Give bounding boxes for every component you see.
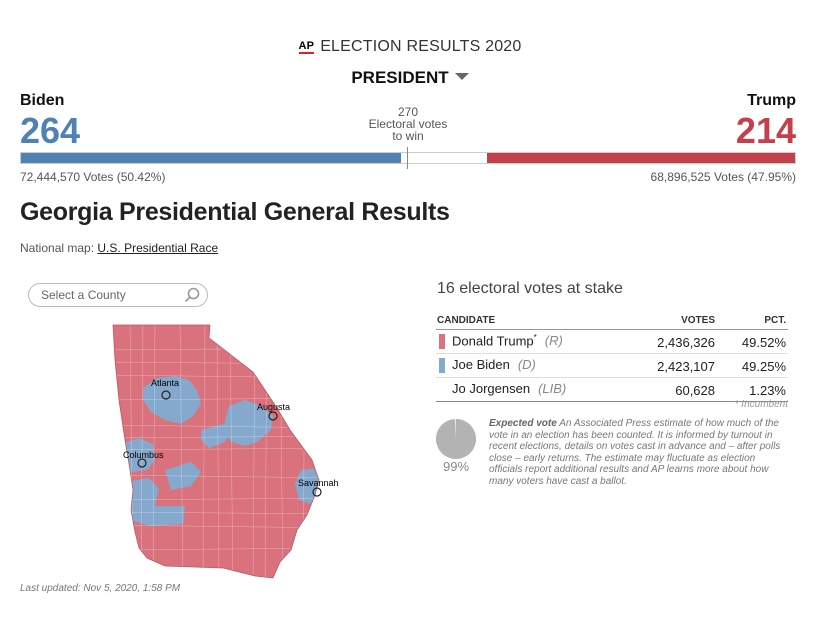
map-dem-atlanta xyxy=(143,376,201,424)
col-votes: VOTES xyxy=(681,315,715,326)
header-title: ELECTION RESULTS 2020 xyxy=(320,38,522,55)
candidate-name: Jo Jorgensen xyxy=(452,381,531,396)
candidate-color-swatch xyxy=(439,358,445,373)
city-label-savannah: Savannah xyxy=(298,478,339,488)
electoral-bar-rep xyxy=(487,153,795,163)
table-row: Joe Biden (D) 2,423,107 49.25% xyxy=(436,354,788,378)
right-popular-votes: 68,896,525 Votes (47.95%) xyxy=(650,170,796,184)
expected-vote-pie xyxy=(436,419,477,459)
left-electoral-votes: 264 xyxy=(20,110,81,151)
candidate-votes: 2,436,326 xyxy=(657,335,715,350)
search-icon[interactable] xyxy=(184,287,200,303)
chevron-down-icon xyxy=(454,73,469,80)
left-popular-votes: 72,444,570 Votes (50.42%) xyxy=(20,170,166,184)
candidate-pct: 49.52% xyxy=(741,335,786,350)
pie-counted-slice xyxy=(436,419,477,459)
candidate-color-swatch xyxy=(439,334,445,349)
city-marker xyxy=(137,458,147,468)
city-label-atlanta: Atlanta xyxy=(151,378,179,388)
right-candidate-name: Trump xyxy=(747,92,796,109)
to-win-number: 270 xyxy=(397,105,419,119)
race-selector-label: PRESIDENT xyxy=(351,68,449,87)
national-map-link[interactable]: U.S. Presidential Race xyxy=(97,241,219,255)
candidate-pct: 49.25% xyxy=(741,359,786,374)
page-title: Georgia Presidential General Results xyxy=(20,198,450,226)
race-selector[interactable]: PRESIDENT xyxy=(0,68,820,88)
candidate-party: (D) xyxy=(517,357,536,372)
city-marker xyxy=(268,411,278,421)
incumbent-marker: * xyxy=(533,333,537,342)
county-search[interactable] xyxy=(28,283,208,307)
right-electoral-votes: 214 xyxy=(735,110,796,151)
table-header: CANDIDATE VOTES PCT. xyxy=(436,315,788,330)
table-row: Jo Jorgensen (LIB) 60,628 1.23% xyxy=(436,378,788,402)
ap-logo: AP xyxy=(298,40,315,54)
candidate-party: (LIB) xyxy=(538,381,567,396)
city-marker xyxy=(312,487,322,497)
incumbent-note: * Incumbent xyxy=(734,399,788,410)
county-search-input[interactable] xyxy=(39,287,183,303)
city-augusta: Augusta xyxy=(257,402,290,421)
city-label-columbus: Columbus xyxy=(123,450,164,460)
map-dem-southwest xyxy=(123,478,185,526)
to-win-line1: Electoral votes xyxy=(368,117,448,131)
threshold-marker xyxy=(407,147,408,169)
results-table: CANDIDATE VOTES PCT. Donald Trump* (R) 2,… xyxy=(436,315,788,402)
expected-vote-percent: 99% xyxy=(442,459,470,474)
candidate-votes: 60,628 xyxy=(675,383,715,398)
map-dem-central xyxy=(201,424,231,448)
georgia-county-map[interactable]: Atlanta Augusta Columbus Savannah xyxy=(105,320,345,588)
county-borders xyxy=(113,325,319,578)
city-columbus: Columbus xyxy=(123,450,164,468)
col-candidate: CANDIDATE xyxy=(437,315,496,326)
electoral-bar-dem xyxy=(21,153,401,163)
electoral-votes-at-stake: 16 electoral votes at stake xyxy=(437,280,623,297)
last-updated: Last updated: Nov 5, 2020, 1:58 PM xyxy=(20,583,181,594)
expected-vote-text: An Associated Press estimate of how much… xyxy=(489,418,781,487)
expected-vote-description: Expected vote An Associated Press estima… xyxy=(489,418,789,487)
col-pct: PCT. xyxy=(764,315,786,326)
city-label-augusta: Augusta xyxy=(257,402,290,412)
candidate-name-cell: Donald Trump* (R) xyxy=(452,333,563,348)
candidate-pct: 1.23% xyxy=(749,383,786,398)
state-outline xyxy=(112,324,320,579)
candidate-name: Joe Biden xyxy=(452,357,510,372)
electoral-bar xyxy=(20,147,796,169)
candidate-name: Donald Trump xyxy=(452,333,534,349)
to-win-label: 270 Electoral votes to win xyxy=(360,106,456,142)
to-win-line2: to win xyxy=(392,129,424,143)
candidate-votes: 2,423,107 xyxy=(657,359,715,374)
city-marker xyxy=(161,390,171,400)
national-map-label: National map: xyxy=(20,241,95,255)
results-header: AP ELECTION RESULTS 2020 xyxy=(0,38,820,56)
map-dem-albany xyxy=(165,462,201,490)
map-counties xyxy=(113,325,319,578)
national-map-line: National map: U.S. Presidential Race xyxy=(20,241,218,255)
expected-vote-heading: Expected vote xyxy=(489,418,557,429)
candidate-party: (R) xyxy=(544,333,563,349)
candidate-name-cell: Joe Biden (D) xyxy=(452,357,536,372)
left-candidate-name: Biden xyxy=(20,92,65,109)
table-row: Donald Trump* (R) 2,436,326 49.52% xyxy=(436,330,788,354)
city-savannah: Savannah xyxy=(298,478,339,497)
map-dem-augusta xyxy=(223,400,273,446)
candidate-name-cell: Jo Jorgensen (LIB) xyxy=(452,381,566,396)
city-atlanta: Atlanta xyxy=(151,378,179,400)
